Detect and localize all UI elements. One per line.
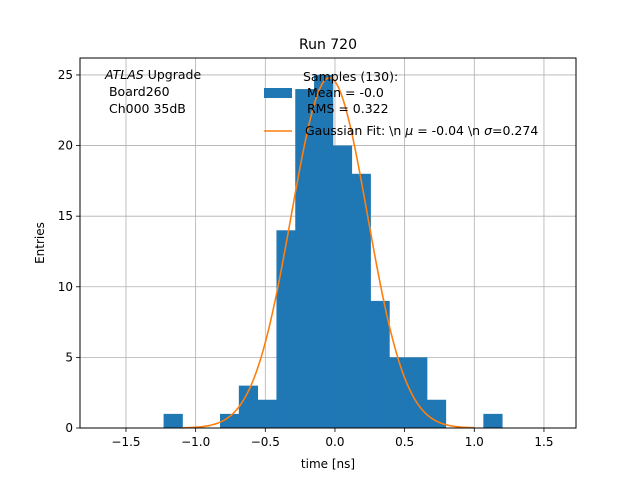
- x-tick-label-3: 0.0: [325, 435, 344, 449]
- x-axis-ticks: −1.5 −1.0 −0.5 0.0 0.5 1.0 1.5: [111, 428, 554, 449]
- legend-hist-line-1: Samples (130):: [303, 69, 398, 84]
- histogram-bar-10: [351, 173, 371, 428]
- atlas-annotation: ATLAS Upgrade Board260 Ch000 35dB: [104, 67, 201, 116]
- histogram-bar-0: [163, 413, 183, 428]
- histogram-bar-6: [276, 230, 296, 428]
- annotation-line-3: Ch000 35dB: [105, 101, 186, 116]
- y-tick-label-1: 5: [65, 350, 73, 364]
- y-axis-ticks: 0 5 10 15 20 25: [58, 68, 80, 435]
- histogram-bar-5: [257, 399, 277, 428]
- y-tick-label-4: 20: [58, 139, 73, 153]
- fit-label-part-1: Gaussian Fit: \n: [305, 123, 405, 138]
- x-tick-label-5: 1.0: [465, 435, 484, 449]
- y-tick-label-0: 0: [65, 421, 73, 435]
- fit-label-part-3: =0.274: [492, 123, 538, 138]
- legend-fit-label: Gaussian Fit: \n μ = -0.04 \n σ=0.274: [305, 123, 538, 138]
- y-tick-label-2: 10: [58, 280, 73, 294]
- histogram-bar-12: [389, 357, 409, 428]
- histogram-bar-3: [220, 413, 240, 428]
- x-tick-label-0: −1.5: [111, 435, 140, 449]
- atlas-label: ATLAS: [104, 67, 144, 82]
- annotation-line-1: ATLAS Upgrade: [104, 67, 201, 82]
- legend: Samples (130): Mean = -0.0 RMS = 0.322 G…: [264, 69, 538, 138]
- plot-frame: [79, 57, 577, 429]
- histogram-bar-17: [483, 413, 503, 428]
- histogram-bar-4: [238, 385, 259, 428]
- legend-hist-line-2: Mean = -0.0: [303, 85, 384, 100]
- chart-title: Run 720: [299, 37, 357, 53]
- gaussian-fit-line: [181, 76, 475, 429]
- histogram-bar-14: [426, 399, 447, 428]
- histogram-bar-9: [332, 145, 353, 428]
- x-tick-label-2: −0.5: [251, 435, 280, 449]
- x-axis-label: time [ns]: [301, 457, 355, 471]
- annotation-line-2: Board260: [105, 84, 170, 99]
- histogram-bar-8: [314, 74, 334, 428]
- y-tick-label-3: 15: [58, 209, 73, 223]
- legend-hist-swatch: [264, 88, 292, 98]
- upgrade-label: Upgrade: [144, 67, 202, 82]
- x-tick-label-1: −1.0: [181, 435, 210, 449]
- histogram-bar-7: [295, 89, 315, 429]
- y-tick-label-5: 25: [58, 68, 73, 82]
- histogram-bar-11: [370, 300, 390, 428]
- x-tick-label-6: 1.5: [534, 435, 553, 449]
- x-tick-label-4: 0.5: [395, 435, 414, 449]
- gaussian-fit-curve: [181, 76, 475, 429]
- y-axis-label: Entries: [33, 222, 47, 264]
- legend-hist-line-3: RMS = 0.322: [303, 101, 389, 116]
- fit-label-part-2: = -0.04 \n: [413, 123, 484, 138]
- fit-label-sigma: σ: [484, 123, 493, 138]
- fit-label-mu: μ: [404, 123, 413, 138]
